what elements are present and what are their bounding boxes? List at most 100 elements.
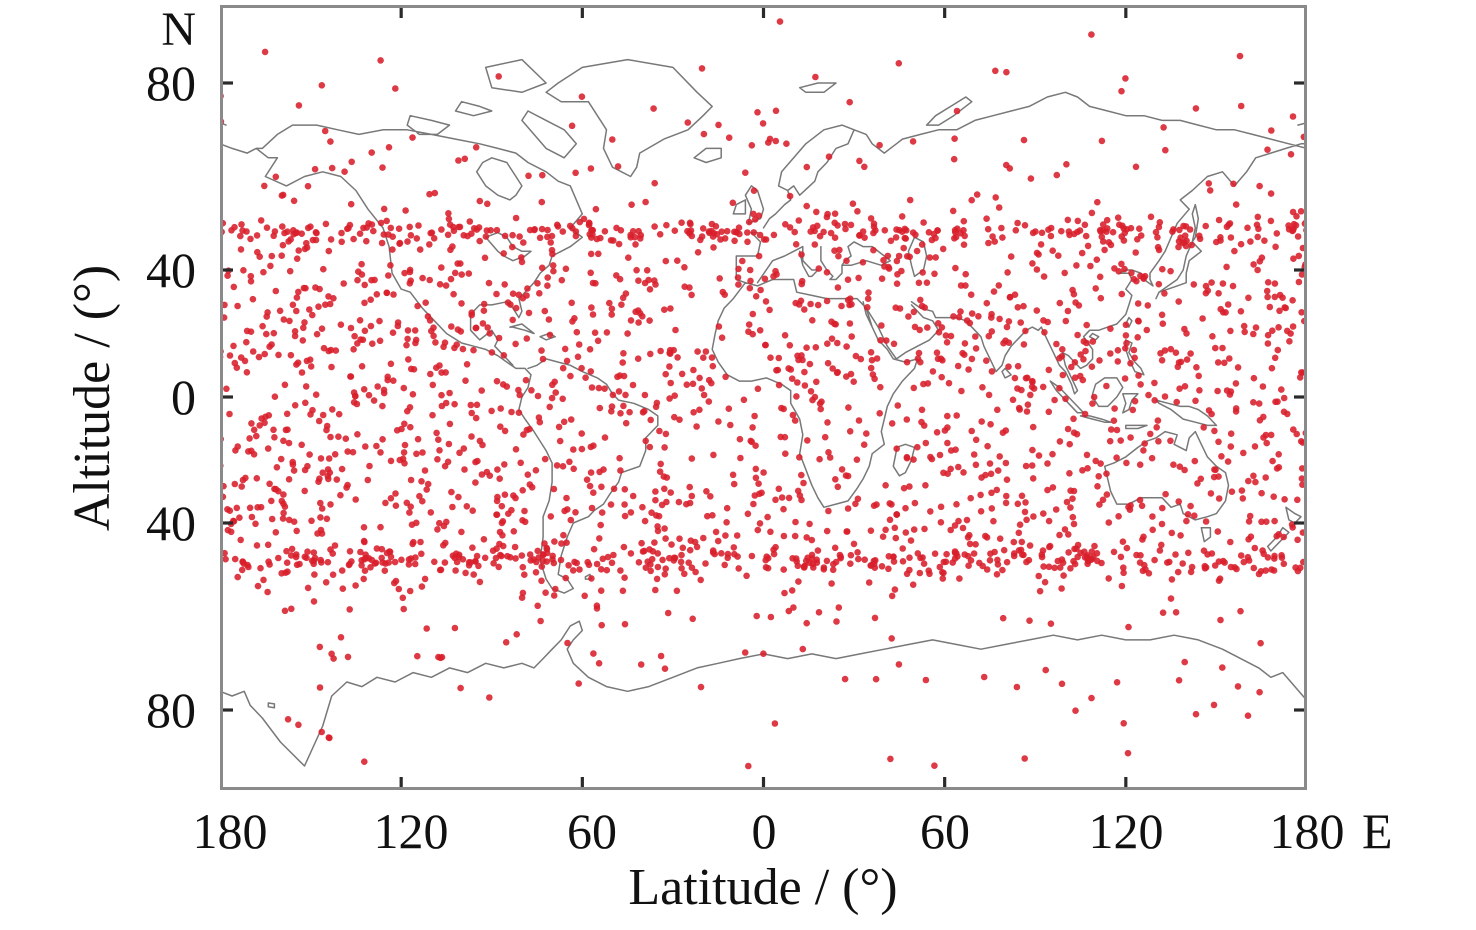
data-point xyxy=(1175,498,1182,505)
data-point xyxy=(1091,542,1098,550)
data-point xyxy=(412,336,420,344)
data-point xyxy=(1088,31,1095,38)
data-point xyxy=(1038,229,1046,237)
data-point xyxy=(1232,405,1240,412)
data-point xyxy=(279,241,287,249)
data-point xyxy=(1288,521,1296,528)
data-point xyxy=(337,491,344,499)
data-point xyxy=(922,482,929,489)
data-point xyxy=(470,346,477,354)
data-point xyxy=(338,567,346,574)
data-point xyxy=(1263,518,1270,525)
data-point xyxy=(546,331,554,339)
data-point xyxy=(1175,298,1182,305)
data-point xyxy=(811,241,819,248)
data-point xyxy=(373,291,381,298)
data-point xyxy=(1226,355,1233,362)
data-point xyxy=(1252,324,1260,331)
data-point xyxy=(561,345,569,353)
data-point xyxy=(1174,568,1182,576)
data-point xyxy=(676,416,683,424)
data-point xyxy=(381,567,389,574)
data-point xyxy=(404,407,411,415)
data-point xyxy=(709,362,717,370)
data-point xyxy=(676,535,683,542)
data-point xyxy=(253,475,261,482)
data-point xyxy=(1047,620,1055,627)
data-point xyxy=(885,565,892,573)
data-point xyxy=(360,224,367,232)
data-point xyxy=(1012,227,1020,234)
data-point xyxy=(1245,477,1252,485)
data-point xyxy=(1011,374,1019,382)
data-point xyxy=(1113,426,1121,434)
data-point xyxy=(390,291,397,298)
data-point xyxy=(563,357,571,365)
data-point xyxy=(595,250,602,258)
data-point xyxy=(368,556,376,564)
data-point xyxy=(762,341,769,349)
data-point xyxy=(516,391,523,399)
data-point xyxy=(545,316,553,323)
data-point xyxy=(271,434,278,441)
data-point xyxy=(1244,553,1252,561)
data-point xyxy=(978,418,985,425)
data-point xyxy=(440,522,448,530)
data-point xyxy=(791,228,798,236)
data-point xyxy=(615,388,623,395)
data-point xyxy=(1010,538,1018,546)
data-point xyxy=(350,346,357,353)
data-point xyxy=(1021,508,1029,516)
data-point xyxy=(434,526,441,533)
data-point xyxy=(931,762,938,769)
data-point xyxy=(1070,415,1077,423)
data-point xyxy=(1045,226,1052,233)
data-point xyxy=(1192,710,1200,718)
data-point xyxy=(280,509,287,517)
data-point xyxy=(687,537,695,544)
data-point xyxy=(910,456,917,463)
data-point xyxy=(1036,587,1044,595)
data-point xyxy=(988,368,996,375)
data-point xyxy=(674,257,681,264)
data-point xyxy=(813,208,820,216)
data-point xyxy=(391,558,399,566)
data-point xyxy=(1228,488,1236,496)
east-direction-label: E xyxy=(1362,803,1393,859)
data-point xyxy=(444,231,452,239)
data-point xyxy=(658,501,666,509)
data-point xyxy=(1122,75,1129,82)
data-point xyxy=(512,340,519,348)
data-point xyxy=(240,267,247,274)
data-point xyxy=(547,513,555,520)
data-point xyxy=(1029,423,1037,431)
data-point xyxy=(263,224,271,231)
data-point xyxy=(362,443,369,450)
data-point xyxy=(915,349,923,357)
data-point xyxy=(333,476,341,483)
data-point xyxy=(237,536,244,544)
data-point xyxy=(1064,216,1072,224)
data-point xyxy=(1237,552,1245,559)
data-point xyxy=(248,420,255,427)
data-point xyxy=(967,291,975,299)
data-point xyxy=(478,471,486,478)
data-point xyxy=(595,660,603,667)
data-point xyxy=(1094,198,1101,206)
data-point xyxy=(629,228,637,235)
data-point xyxy=(324,558,332,566)
data-point xyxy=(1201,562,1209,570)
data-point xyxy=(688,291,695,299)
data-point xyxy=(1175,243,1182,251)
data-point xyxy=(1081,410,1089,418)
data-point xyxy=(281,607,289,615)
data-point xyxy=(693,423,700,430)
data-point xyxy=(488,349,496,356)
data-point xyxy=(1070,520,1078,528)
data-point xyxy=(1190,281,1198,288)
data-point xyxy=(589,231,596,238)
data-point xyxy=(318,325,326,333)
data-point xyxy=(547,239,554,246)
data-point xyxy=(268,497,275,505)
data-point xyxy=(318,82,326,89)
